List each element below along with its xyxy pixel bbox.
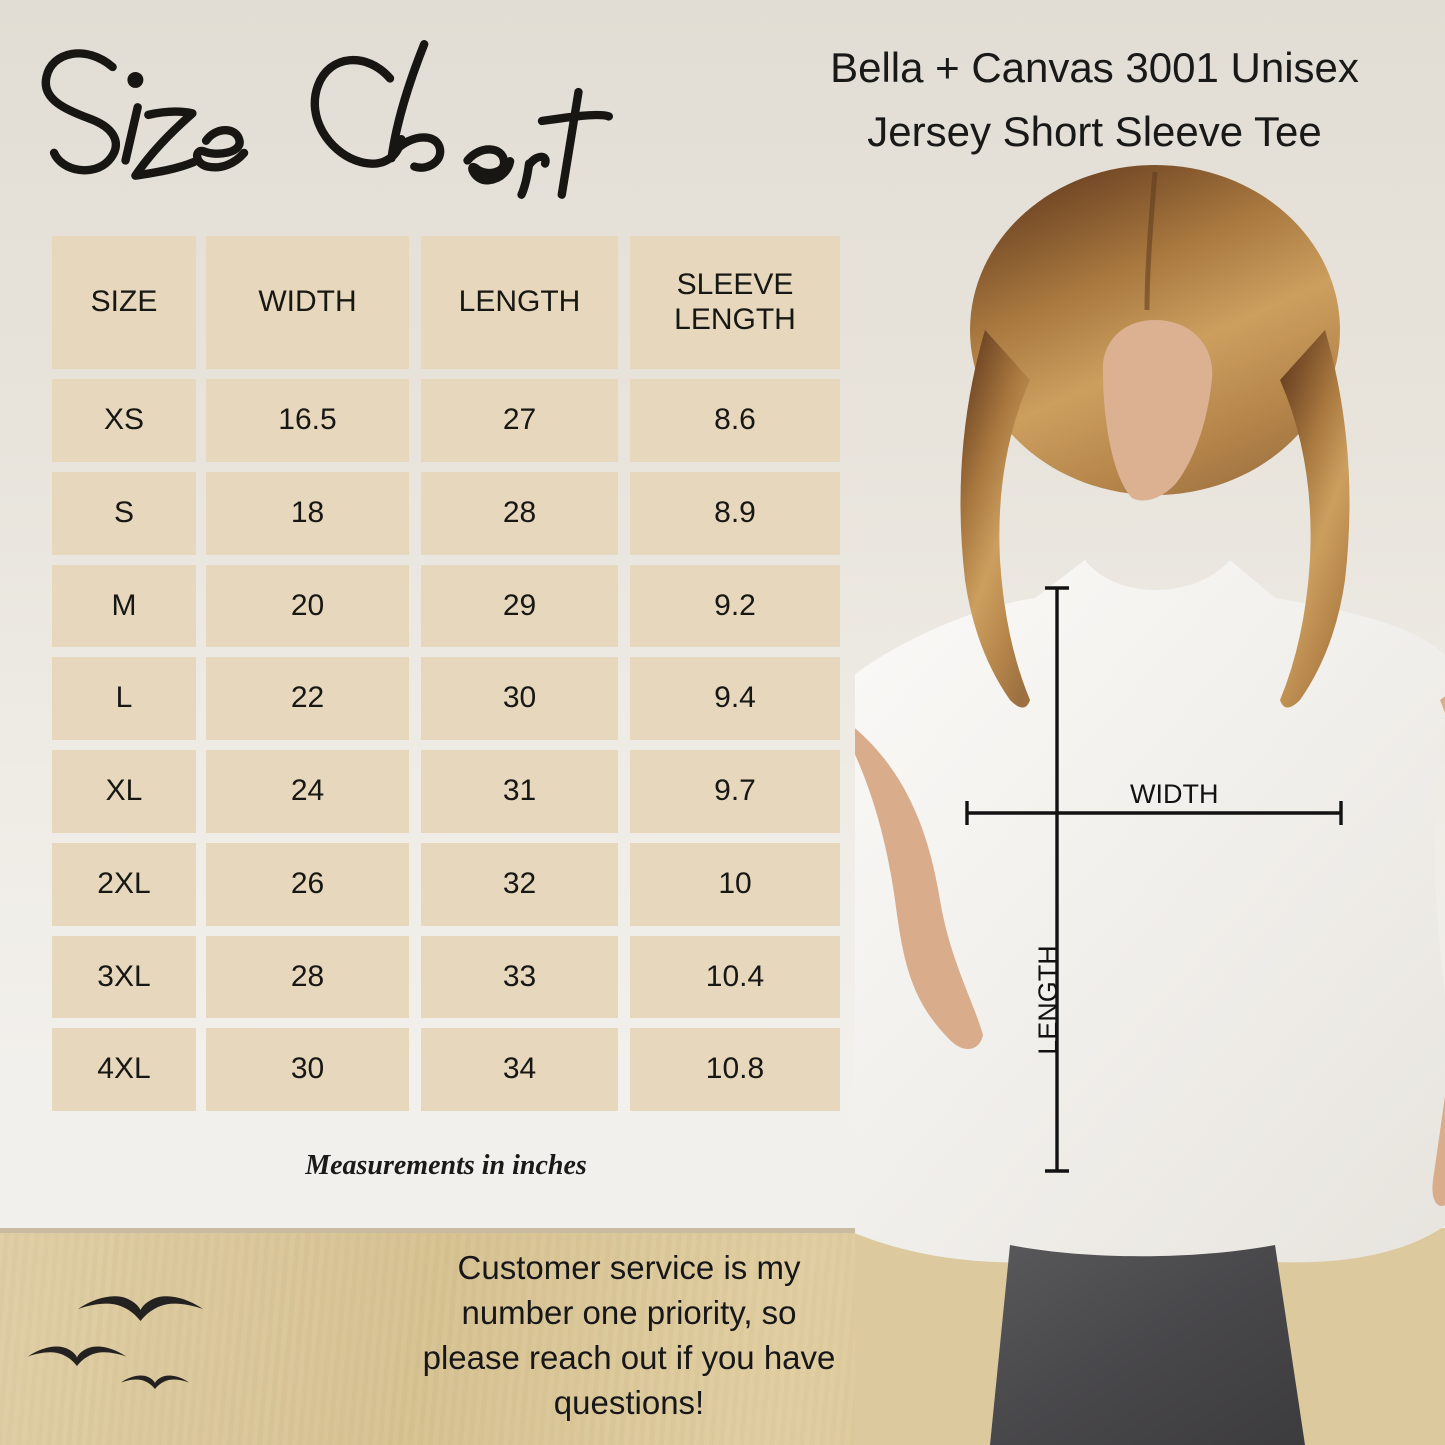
svg-text:WIDTH: WIDTH	[1130, 779, 1218, 809]
svg-text:LENGTH: LENGTH	[1033, 945, 1063, 1055]
